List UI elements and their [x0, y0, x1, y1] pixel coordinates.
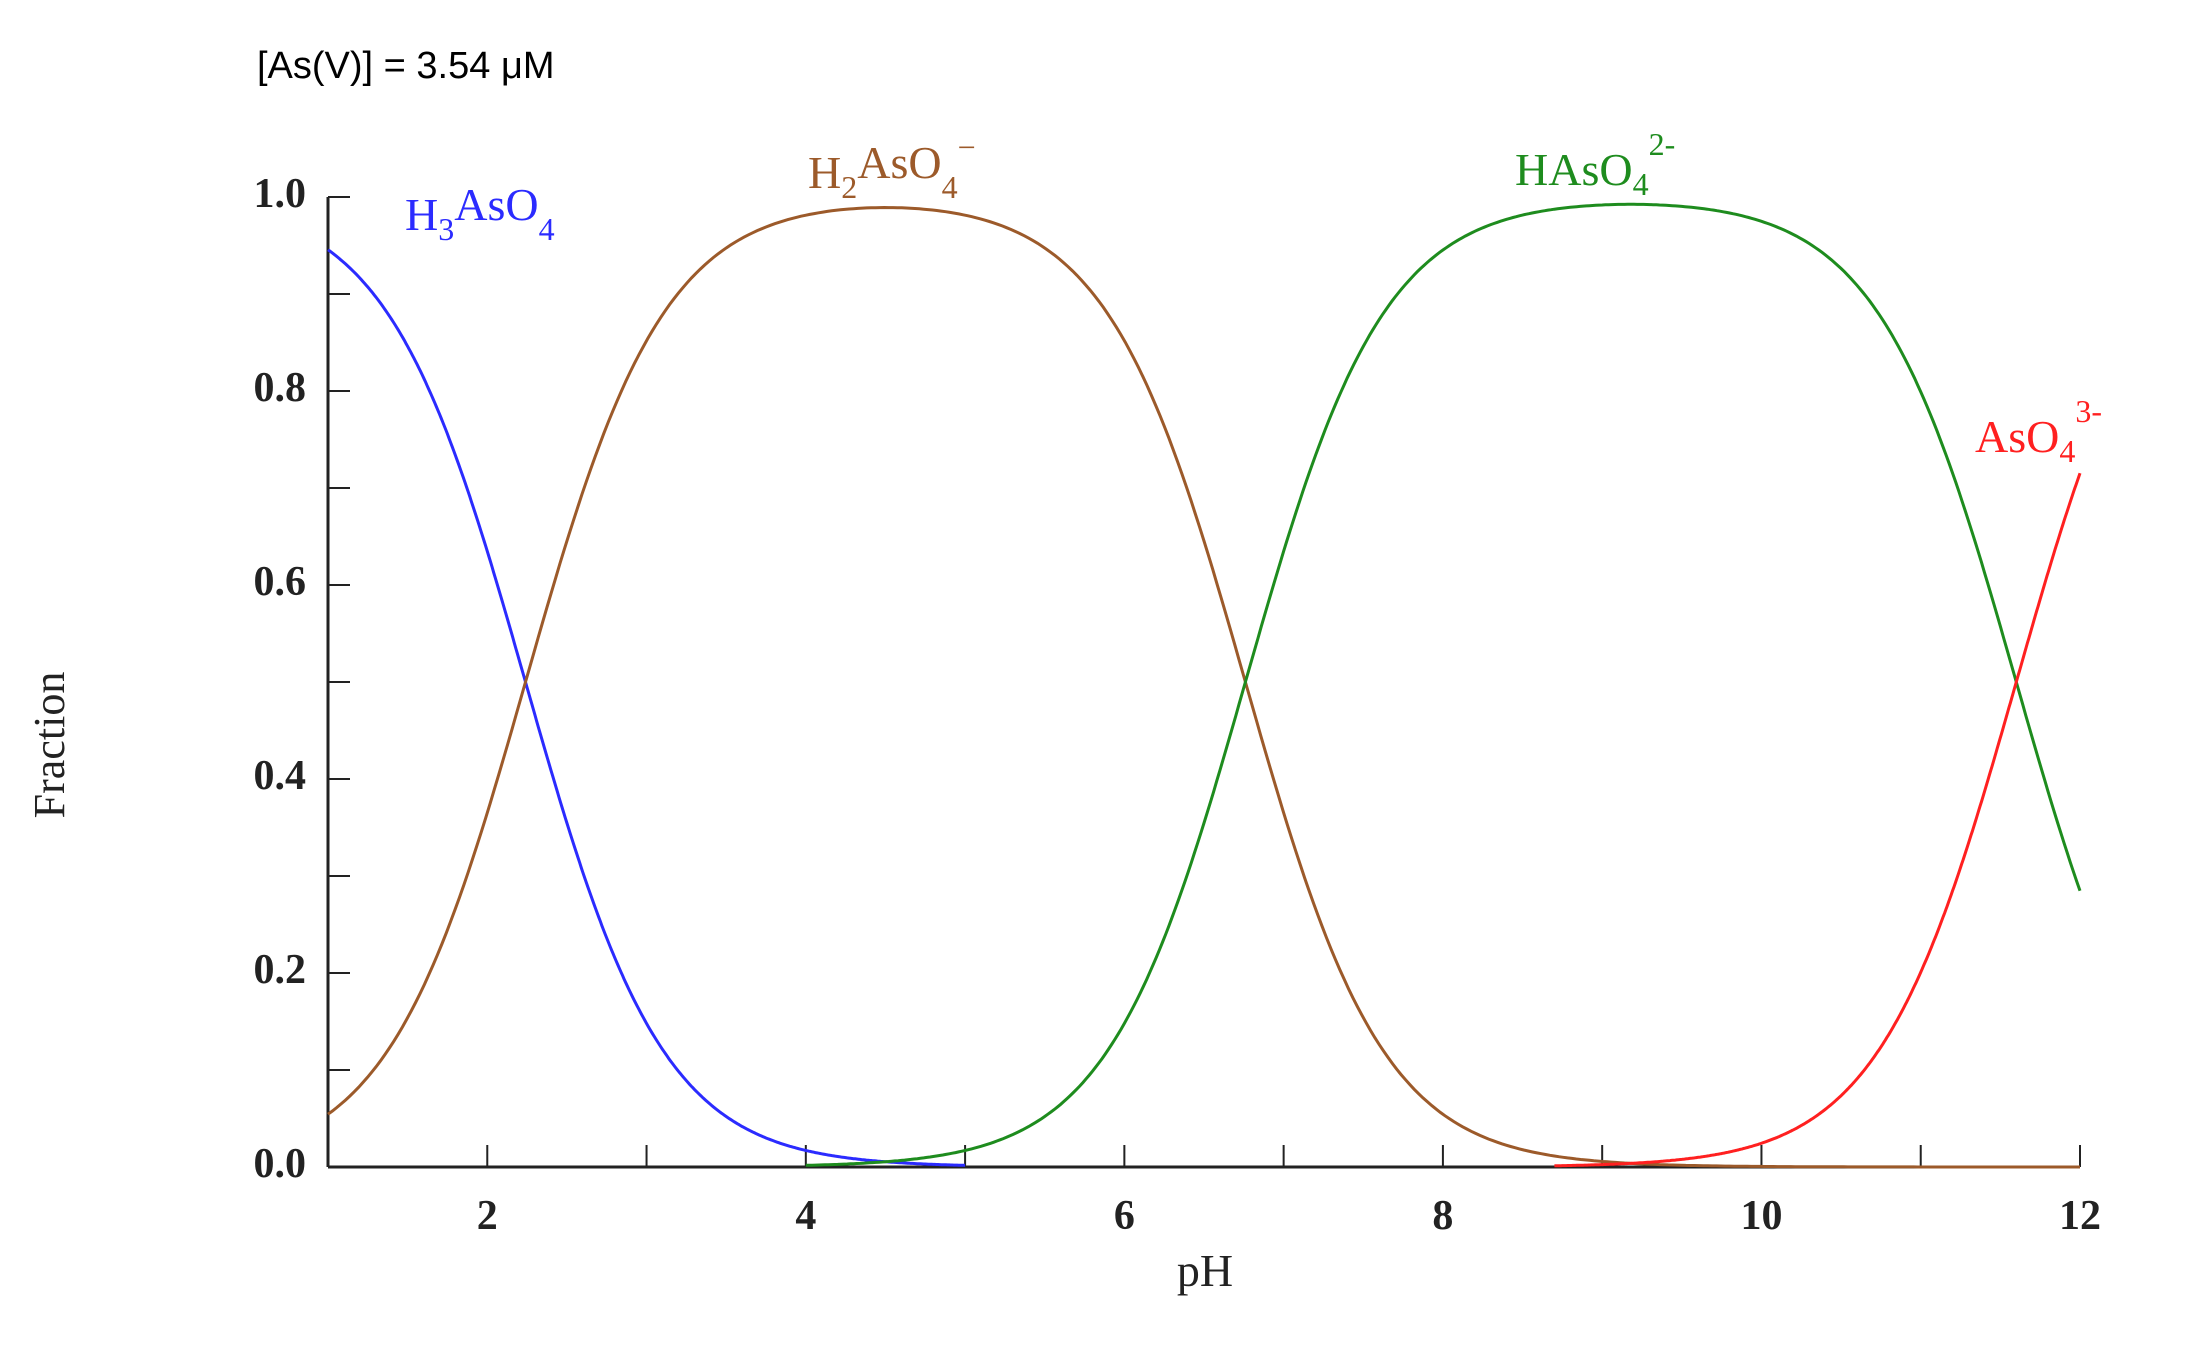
- x-axis-title: pH: [1177, 1245, 1233, 1296]
- y-axis-title: Fraction: [25, 672, 74, 819]
- series-line-H3AsO4: [327, 248, 966, 1167]
- x-tick-label: 10: [1740, 1193, 1782, 1239]
- x-tick-label: 2: [477, 1193, 498, 1239]
- axes: 2 4 6 8 10 12 0.0 0.2 0.4 0.6 0.8 1.0: [254, 171, 2102, 1239]
- x-tick-label: 4: [795, 1193, 816, 1239]
- y-tick-label: 1.0: [254, 171, 307, 217]
- x-tick-label: 12: [2059, 1193, 2101, 1239]
- curves: [327, 202, 2082, 1169]
- y-tick-label: 0.0: [254, 1141, 307, 1187]
- y-tick-label: 0.2: [254, 947, 307, 993]
- series-label-H3AsO4: H3AsO4: [405, 179, 555, 247]
- series-line-AsO43-: [1554, 472, 2082, 1168]
- series-label-HAsO42-: HAsO42-: [1515, 126, 1675, 202]
- series-label-AsO43-: AsO43-: [1975, 393, 2102, 469]
- x-tick-label: 6: [1114, 1193, 1135, 1239]
- series-labels: H3AsO4 H2AsO4− HAsO42- AsO43-: [405, 126, 2102, 469]
- y-tick-label: 0.6: [254, 559, 307, 605]
- concentration-annotation: [As(V)] = 3.54 μM: [257, 45, 555, 87]
- series-line-H2AsO4-: [327, 205, 2080, 1169]
- series-label-H2AsO4-: H2AsO4−: [808, 129, 976, 205]
- y-tick-label: 0.8: [254, 365, 307, 411]
- series-line-HAsO42-: [805, 202, 2082, 1167]
- y-tick-label: 0.4: [254, 753, 307, 799]
- x-tick-label: 8: [1432, 1193, 1453, 1239]
